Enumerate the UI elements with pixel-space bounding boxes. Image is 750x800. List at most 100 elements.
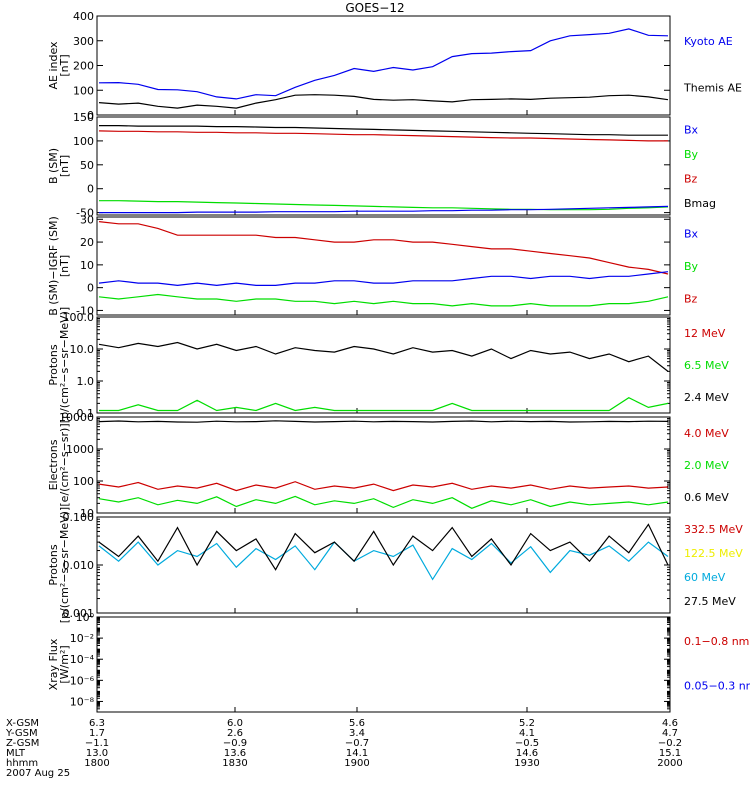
y-axis-label-protons_high: Protons[p/(cm²−s−sr−MeV)]	[47, 507, 71, 623]
series-line-b_sm-Bmag	[99, 124, 668, 136]
legend-entry-protons_low: 2.4 MeV	[684, 391, 729, 404]
y-axis-label-line: [p/(cm²−s−sr−MeV)]	[58, 307, 71, 423]
legend-entry-protons_low: 12 MeV	[684, 327, 726, 340]
legend-entry-protons_low: 6.5 MeV	[684, 359, 729, 372]
x-axis-row-label: Z-GSM	[6, 738, 39, 749]
x-axis-value: 1800	[84, 758, 109, 769]
y-axis-label-b_igrf: B (SM)−IGRF (SM)[nT]	[47, 216, 71, 316]
series-line-b_sm-By	[99, 200, 669, 211]
x-axis-row-label: hhmm	[6, 758, 38, 769]
y-tick-label-protons_low: 100.0	[63, 311, 95, 324]
y-axis-label-line: [nT]	[58, 255, 71, 277]
y-axis-label-line: AE index	[47, 41, 60, 90]
y-tick-label-ae: 200	[73, 60, 94, 73]
y-tick-label-electrons: 10	[80, 507, 94, 520]
y-tick-label-b_igrf: -10	[76, 304, 94, 317]
panel-frame-protons_high	[96, 516, 671, 614]
x-axis-value: 6.3	[89, 718, 105, 729]
series-line-protons_low-2.4MeV	[98, 341, 669, 372]
y-tick-label-xray: 10⁰	[76, 611, 95, 624]
legend-entry-protons_high: 60 MeV	[684, 571, 726, 584]
y-tick-label-ae: 100	[73, 84, 94, 97]
series-line-b_sm-Bx	[99, 205, 669, 214]
y-axis-label-line: Protons	[47, 544, 60, 585]
y-axis-label-line: Protons	[47, 344, 60, 385]
y-tick-label-xray: 10⁻⁴	[70, 653, 95, 666]
y-tick-label-xray: 10⁻²	[70, 632, 94, 645]
legend-entry-b_sm: By	[684, 148, 699, 161]
y-tick-label-b_igrf: 20	[80, 236, 94, 249]
y-tick-label-b_igrf: 30	[80, 213, 94, 226]
y-tick-label-b_sm: 100	[73, 135, 94, 148]
x-axis-row-label: Y-GSM	[5, 728, 38, 739]
x-axis-value: 4.1	[519, 728, 535, 739]
x-axis-value: 3.4	[349, 728, 365, 739]
series-line-b_igrf-By	[98, 293, 669, 307]
series-line-protons_low-6.5MeV	[99, 397, 669, 412]
x-axis-value: 5.6	[349, 718, 365, 729]
x-axis-value: 13.0	[86, 748, 108, 759]
legend-entry-electrons: 4.0 MeV	[684, 427, 729, 440]
y-axis-label-line: Electrons	[47, 439, 60, 490]
series-line-protons_high-60MeV	[98, 541, 669, 581]
y-axis-label-line: B (SM)	[47, 148, 60, 184]
legend-entry-b_sm: Bz	[684, 172, 698, 185]
y-tick-label-ae: 300	[73, 35, 94, 48]
chart-title: GOES−12	[345, 1, 405, 15]
x-axis-value: −1.1	[85, 738, 109, 749]
y-tick-label-b_igrf: 10	[80, 259, 94, 272]
y-tick-label-protons_low: 10.0	[70, 343, 95, 356]
legend-entry-ae: Themis AE	[683, 81, 742, 94]
series-line-electrons-4.0MeV	[98, 481, 669, 492]
y-tick-label-electrons: 10000	[59, 411, 94, 424]
y-axis-label-line: [e/(cm²−s−sr)]	[58, 423, 71, 506]
y-tick-label-ae: 0	[87, 109, 94, 122]
y-axis-label-b_sm: B (SM)[nT]	[47, 148, 71, 184]
panel-frame-b_sm	[96, 116, 671, 216]
x-axis-value: 5.2	[519, 718, 535, 729]
series-line-b_sm-Bz	[98, 130, 668, 142]
x-axis-value: 4.7	[662, 728, 678, 739]
x-axis-value: 2000	[657, 758, 682, 769]
y-tick-label-protons_low: 0.1	[77, 407, 95, 420]
y-axis-label-line: [p/(cm²−s−sr−MeV)]	[58, 507, 71, 623]
panel-frame-electrons	[96, 416, 671, 514]
x-axis-value: 13.6	[224, 748, 246, 759]
legend-entry-xray: 0.1−0.8 nm	[684, 635, 749, 648]
panel-frame-xray	[96, 616, 671, 713]
series-line-electrons-0.6MeV	[98, 420, 669, 423]
series-line-ae-KyotoAE	[98, 28, 669, 100]
y-axis-label-line: [nT]	[58, 155, 71, 177]
y-tick-label-electrons: 1000	[66, 443, 94, 456]
y-axis-label-protons_low: Protons[p/(cm²−s−sr−MeV)]	[47, 307, 71, 423]
x-axis-value: 4.6	[662, 718, 678, 729]
x-axis-value: 15.1	[659, 748, 681, 759]
series-line-electrons-2.0MeV	[98, 495, 669, 509]
x-axis-value: −0.9	[223, 738, 247, 749]
x-axis-value: 1.7	[89, 728, 105, 739]
y-axis-label-xray: Xray Flux[W/m²]	[47, 638, 71, 690]
y-tick-label-electrons: 100	[73, 475, 94, 488]
x-axis-row-label: X-GSM	[6, 718, 39, 729]
panel-frame-b_igrf	[96, 216, 671, 316]
y-axis-label-line: Xray Flux	[47, 638, 60, 690]
y-tick-label-xray: 10⁻⁸	[70, 695, 95, 708]
x-axis-value: 1900	[344, 758, 369, 769]
y-axis-label-line: B (SM)−IGRF (SM)	[47, 216, 60, 316]
y-axis-label-line: [W/m²]	[58, 645, 71, 683]
legend-entry-b_sm: Bx	[684, 123, 699, 136]
x-axis-value: 14.1	[346, 748, 368, 759]
y-tick-label-protons_high: 0.100	[63, 511, 95, 524]
date-label: 2007 Aug 25	[6, 768, 70, 779]
legend-entry-protons_high: 332.5 MeV	[684, 523, 743, 536]
y-tick-label-b_sm: 150	[73, 111, 94, 124]
x-axis-value: 6.0	[227, 718, 243, 729]
x-axis-value: −0.7	[345, 738, 369, 749]
legend-entry-protons_high: 27.5 MeV	[684, 595, 736, 608]
legend-entry-b_igrf: Bx	[684, 227, 699, 240]
legend-entry-b_igrf: By	[684, 260, 699, 273]
y-tick-label-b_igrf: 0	[87, 282, 94, 295]
legend-entry-protons_high: 122.5 MeV	[684, 547, 743, 560]
legend-entry-electrons: 0.6 MeV	[684, 491, 729, 504]
